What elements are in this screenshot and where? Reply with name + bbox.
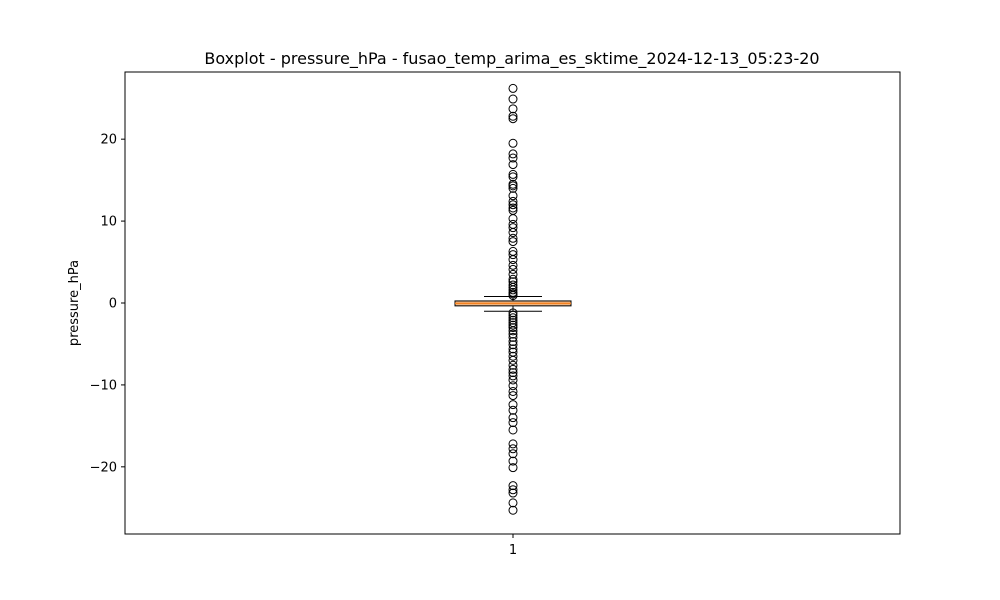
y-tick-label: −10 [90,378,117,393]
outlier-point [508,456,518,466]
outlier-point [508,280,518,290]
outlier-point [508,413,518,423]
outlier-point [508,285,518,295]
outlier-point [508,481,518,491]
outlier-point [508,203,518,213]
outlier-point [508,260,518,270]
outlier-point [508,291,518,301]
outlier-point [508,386,518,396]
outlier-point [508,196,518,206]
outlier-point [508,94,518,104]
outlier-point [508,344,518,354]
outlier-points [508,83,518,515]
x-tick-label: 1 [509,543,517,558]
outlier-point [508,329,518,339]
outlier-point [508,488,518,498]
outlier-point [508,228,518,238]
outlier-point [508,255,518,265]
outlier-point [508,269,518,279]
outlier-point [508,104,518,114]
outlier-point [508,169,518,179]
outlier-point [508,160,518,170]
outlier-point [508,250,518,260]
outlier-point [508,368,518,378]
y-tick-label: 0 [109,297,117,312]
outlier-point [508,172,518,182]
outlier-point [508,485,518,495]
outlier-point [508,191,518,201]
y-axis-ticks: −20 −10 0 10 20 [90,133,125,475]
outlier-point [508,237,518,247]
outlier-point [508,223,518,233]
outlier-point [508,323,518,333]
outlier-point [508,264,518,274]
outlier-point [508,400,518,410]
outlier-point [508,425,518,435]
outlier-point [508,310,518,320]
outlier-point [508,114,518,124]
y-tick-label: 20 [100,133,117,148]
outlier-point [508,315,518,325]
outlier-point [508,83,518,93]
outlier-point [508,439,518,449]
outlier-point [508,200,518,210]
outlier-point [508,111,518,121]
outlier-point [508,375,518,385]
outlier-point [508,153,518,163]
outlier-point [508,449,518,459]
outlier-point [508,233,518,243]
outlier-point [508,138,518,148]
outlier-point [508,463,518,473]
outlier-point [508,149,518,159]
outlier-point [508,498,518,508]
outlier-point [508,364,518,374]
outlier-point [508,340,518,350]
outlier-point [508,320,518,330]
outlier-point [508,326,518,336]
outlier-point [508,391,518,401]
outlier-point [508,351,518,361]
outlier-point [508,181,518,191]
outlier-point [508,313,518,323]
y-tick-label: −20 [90,460,117,475]
x-axis-ticks: 1 [509,534,517,558]
outlier-point [508,405,518,415]
y-axis-label: pressure_hPa [67,260,82,346]
y-tick-label: 10 [100,215,117,230]
chart-title: Boxplot - pressure_hPa - fusao_temp_arim… [204,49,819,69]
outlier-point [508,360,518,370]
outlier-point [508,418,518,428]
outlier-point [508,355,518,365]
outlier-point [508,337,518,346]
outlier-point [508,332,518,342]
outlier-point [508,214,518,224]
outlier-point [508,308,518,318]
outlier-point [508,444,518,454]
outlier-point [508,505,518,515]
outlier-point [508,381,518,391]
outlier-point [508,371,518,381]
outlier-point [508,183,518,193]
